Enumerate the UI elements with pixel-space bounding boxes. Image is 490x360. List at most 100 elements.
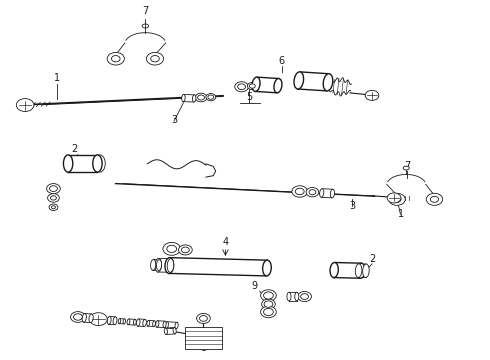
Circle shape <box>306 188 319 197</box>
Circle shape <box>264 301 273 307</box>
Text: 4: 4 <box>222 237 228 247</box>
Ellipse shape <box>323 74 333 91</box>
Circle shape <box>48 194 59 202</box>
Circle shape <box>208 95 214 99</box>
Circle shape <box>49 204 58 211</box>
Circle shape <box>111 55 120 62</box>
Circle shape <box>292 186 308 197</box>
Polygon shape <box>289 292 297 301</box>
Polygon shape <box>167 322 177 329</box>
Circle shape <box>47 184 60 194</box>
Circle shape <box>178 245 192 255</box>
Ellipse shape <box>294 72 304 89</box>
Ellipse shape <box>330 189 335 198</box>
Circle shape <box>301 294 309 300</box>
Polygon shape <box>119 319 124 324</box>
Ellipse shape <box>142 24 148 28</box>
Ellipse shape <box>175 322 178 329</box>
Circle shape <box>181 247 189 253</box>
Text: 2: 2 <box>71 144 77 154</box>
Circle shape <box>365 90 379 100</box>
Text: 9: 9 <box>252 281 258 291</box>
Polygon shape <box>109 316 116 325</box>
Circle shape <box>206 94 216 101</box>
Ellipse shape <box>89 314 93 323</box>
Polygon shape <box>84 314 92 323</box>
Ellipse shape <box>263 260 271 276</box>
Polygon shape <box>157 321 165 328</box>
Ellipse shape <box>107 316 111 324</box>
Polygon shape <box>68 155 98 172</box>
Ellipse shape <box>173 328 176 334</box>
Circle shape <box>430 196 439 202</box>
Ellipse shape <box>127 319 130 325</box>
Text: 1: 1 <box>54 73 60 84</box>
Polygon shape <box>158 258 171 272</box>
Circle shape <box>261 306 276 318</box>
Text: 1: 1 <box>398 208 404 219</box>
Ellipse shape <box>123 319 125 324</box>
Circle shape <box>74 314 82 320</box>
Ellipse shape <box>165 258 173 273</box>
Ellipse shape <box>164 328 168 334</box>
Circle shape <box>295 188 304 195</box>
Circle shape <box>90 313 107 325</box>
Ellipse shape <box>363 264 369 278</box>
Ellipse shape <box>163 321 166 328</box>
Polygon shape <box>298 72 329 91</box>
Ellipse shape <box>113 317 117 325</box>
Text: 5: 5 <box>246 93 252 102</box>
Circle shape <box>262 299 275 309</box>
Circle shape <box>389 193 405 205</box>
Polygon shape <box>148 320 154 327</box>
Ellipse shape <box>193 95 196 102</box>
Ellipse shape <box>143 319 147 327</box>
Ellipse shape <box>155 258 162 272</box>
Text: 3: 3 <box>171 115 177 125</box>
Circle shape <box>163 242 180 255</box>
Ellipse shape <box>357 263 365 278</box>
Ellipse shape <box>252 77 260 91</box>
Polygon shape <box>321 189 333 198</box>
Ellipse shape <box>147 320 149 326</box>
Circle shape <box>387 193 401 203</box>
Circle shape <box>247 82 257 90</box>
Circle shape <box>50 196 56 200</box>
Ellipse shape <box>118 319 121 324</box>
Ellipse shape <box>319 189 324 197</box>
Circle shape <box>151 55 159 62</box>
Circle shape <box>298 292 312 302</box>
Ellipse shape <box>153 321 155 327</box>
Ellipse shape <box>63 155 73 172</box>
Text: 7: 7 <box>142 6 148 16</box>
Circle shape <box>264 309 273 316</box>
Ellipse shape <box>133 319 136 325</box>
Circle shape <box>51 206 55 209</box>
Text: 6: 6 <box>279 56 285 66</box>
Ellipse shape <box>287 292 291 301</box>
Ellipse shape <box>167 259 174 272</box>
FancyBboxPatch shape <box>185 327 222 348</box>
Circle shape <box>264 292 273 299</box>
Ellipse shape <box>150 260 156 270</box>
Polygon shape <box>153 260 159 270</box>
Polygon shape <box>128 319 135 325</box>
Circle shape <box>71 312 85 322</box>
Circle shape <box>49 186 57 192</box>
Circle shape <box>107 53 124 65</box>
Text: 2: 2 <box>369 254 375 264</box>
Ellipse shape <box>274 78 282 93</box>
Ellipse shape <box>330 262 338 278</box>
Ellipse shape <box>156 321 159 327</box>
Polygon shape <box>169 258 268 276</box>
Circle shape <box>197 95 204 100</box>
Polygon shape <box>334 262 362 278</box>
Circle shape <box>249 84 255 88</box>
Ellipse shape <box>137 319 140 326</box>
Circle shape <box>238 84 245 90</box>
Circle shape <box>199 316 207 321</box>
Ellipse shape <box>93 155 102 172</box>
Circle shape <box>196 314 210 323</box>
Polygon shape <box>166 328 175 334</box>
Ellipse shape <box>355 264 362 278</box>
